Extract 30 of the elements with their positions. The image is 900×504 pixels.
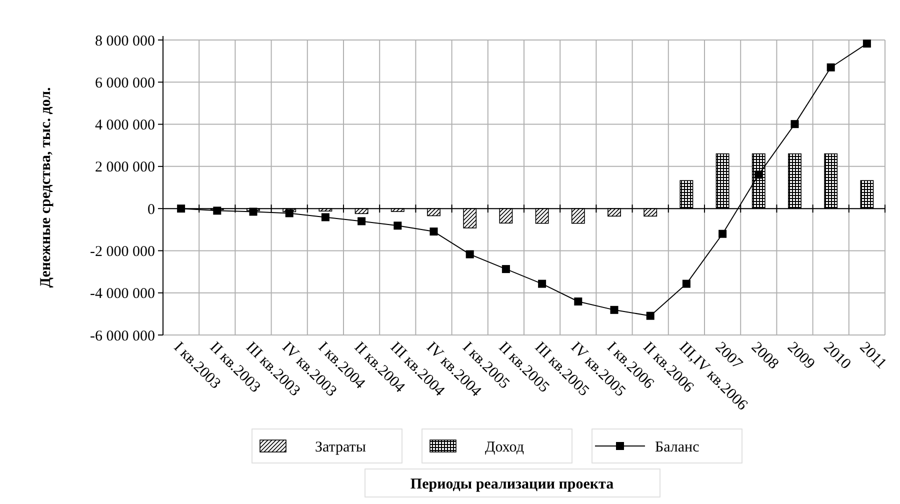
point xyxy=(466,250,474,258)
y-tick-label: -4 000 000 xyxy=(90,286,155,302)
point xyxy=(790,120,799,128)
point xyxy=(358,217,366,226)
point xyxy=(718,230,727,238)
point xyxy=(574,297,582,306)
y-tick-label: -2 000 000 xyxy=(90,244,155,260)
y-tick-label: -6 000 000 xyxy=(90,328,155,344)
y-tick-label: 6 000 000 xyxy=(95,75,155,92)
point xyxy=(610,306,618,314)
point xyxy=(862,40,871,48)
legend-label: Затраты xyxy=(315,439,366,456)
point xyxy=(430,228,438,236)
y-axis-title: Денежные средства, тыс. дол. xyxy=(38,86,54,288)
point xyxy=(754,170,763,179)
point xyxy=(538,280,546,288)
point xyxy=(646,312,654,320)
point xyxy=(502,265,510,274)
point xyxy=(177,204,186,213)
y-tick-label: 4 000 000 xyxy=(95,118,155,134)
point xyxy=(321,213,330,222)
point xyxy=(826,63,835,72)
y-tick-label: 8 000 000 xyxy=(95,33,155,50)
text: Периоды реализации проекта xyxy=(410,476,614,492)
y-tick-label: 2 000 000 xyxy=(95,160,155,176)
point xyxy=(682,280,690,288)
legend-label: Доход xyxy=(485,439,524,456)
point xyxy=(394,222,402,230)
legend-label: Баланс xyxy=(655,439,700,456)
y-tick-label: 0 xyxy=(148,202,155,218)
